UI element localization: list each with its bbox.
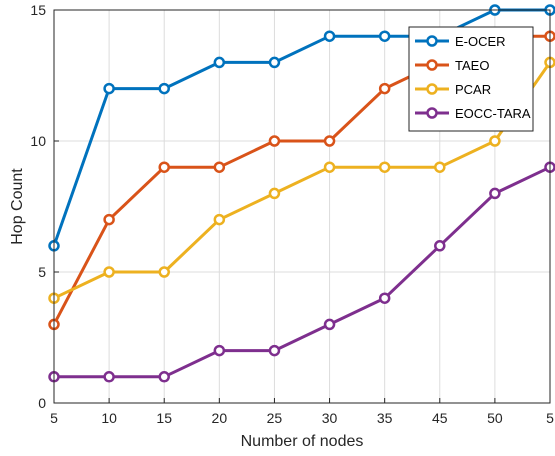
- legend-swatch-marker: [426, 35, 438, 47]
- y-axis-label: Hop Count: [9, 168, 26, 245]
- legend-item: EOCC-TARA: [415, 106, 531, 121]
- x-tick-label: 20: [212, 410, 228, 426]
- data-point: [213, 213, 226, 226]
- data-point: [158, 161, 170, 173]
- data-point: [434, 240, 446, 252]
- data-point: [378, 161, 391, 173]
- legend-swatch-marker: [426, 83, 438, 95]
- data-point: [323, 161, 336, 173]
- x-axis-label: Number of nodes: [241, 433, 364, 450]
- y-axis-ticks: 0 5 10 15: [30, 2, 59, 411]
- data-point: [158, 371, 170, 383]
- series-line: [53, 61, 552, 300]
- y-tick-label: 15: [30, 2, 46, 18]
- series-line: [52, 8, 550, 247]
- data-point: [103, 213, 115, 226]
- data-point: [323, 135, 336, 147]
- x-tick-label: 50: [487, 410, 503, 426]
- legend-item: E-OCER: [415, 34, 506, 49]
- legend-label: TAEO: [455, 58, 489, 73]
- data-point: [268, 56, 281, 69]
- y-tick-label: 10: [30, 133, 46, 149]
- x-axis-ticks: 5 10 15 20 25 30 35 45 50 5: [50, 398, 554, 426]
- x-tick-label: 25: [267, 410, 283, 426]
- data-point: [268, 187, 281, 200]
- series-line: [54, 165, 551, 379]
- x-tick-label: 30: [322, 410, 338, 426]
- data-point: [434, 161, 446, 173]
- legend-label: EOCC-TARA: [455, 106, 531, 121]
- data-point: [213, 161, 226, 173]
- data-point: [158, 82, 170, 95]
- legend-item: PCAR: [415, 82, 491, 97]
- data-point: [158, 266, 170, 278]
- legend-item: TAEO: [415, 58, 489, 73]
- data-point: [323, 30, 336, 42]
- data-point: [103, 82, 115, 95]
- data-point: [378, 292, 391, 304]
- plot-frame: [53, 9, 551, 404]
- legend: E-OCER TAEO PCAR EOCC-TARA: [408, 26, 534, 132]
- data-point: [213, 56, 226, 69]
- x-tick-label: 35: [377, 410, 393, 426]
- legend-swatch-marker: [426, 59, 438, 71]
- data-point: [103, 371, 115, 383]
- y-tick-label: 0: [38, 395, 46, 411]
- data-point: [378, 30, 391, 42]
- x-tick-label: 15: [156, 410, 172, 426]
- x-tick-label: 5: [546, 410, 554, 426]
- legend-swatch-marker: [426, 107, 438, 119]
- data-point: [103, 266, 115, 278]
- data-point: [268, 344, 281, 357]
- x-tick-label: 45: [432, 410, 448, 426]
- x-tick-label: 10: [101, 410, 117, 426]
- data-point: [378, 82, 391, 95]
- legend-label: E-OCER: [455, 34, 506, 49]
- series-pcar: [48, 56, 555, 304]
- data-point: [213, 344, 226, 357]
- data-point: [489, 135, 501, 147]
- data-point: [489, 187, 501, 200]
- legend-label: PCAR: [455, 82, 491, 97]
- data-point: [268, 135, 281, 147]
- x-tick-label: 5: [50, 410, 58, 426]
- data-point: [323, 318, 336, 331]
- y-tick-label: 5: [38, 264, 46, 280]
